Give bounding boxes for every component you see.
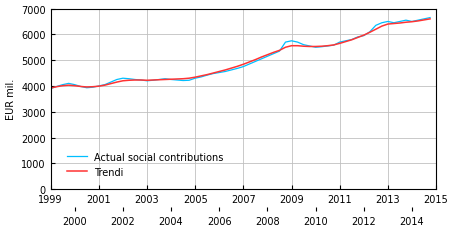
Y-axis label: EUR mil.: EUR mil. (5, 79, 15, 120)
Trendi (427, 18, 433, 21)
Trendi (96, 85, 102, 88)
Actual social contributions (259, 58, 264, 61)
Actual social contributions (289, 40, 294, 43)
Actual social contributions (96, 85, 102, 88)
Trendi (295, 45, 300, 48)
Trendi (235, 66, 240, 69)
Trendi (204, 74, 210, 77)
Line: Actual social contributions: Actual social contributions (50, 18, 430, 89)
Actual social contributions (427, 17, 433, 20)
Trendi (259, 56, 264, 59)
Line: Trendi: Trendi (50, 20, 430, 89)
Actual social contributions (295, 41, 300, 44)
Actual social contributions (204, 74, 210, 77)
Trendi (48, 87, 53, 90)
Trendi (289, 45, 294, 48)
Actual social contributions (48, 88, 53, 91)
Legend: Actual social contributions, Trendi: Actual social contributions, Trendi (63, 148, 227, 181)
Actual social contributions (235, 68, 240, 71)
